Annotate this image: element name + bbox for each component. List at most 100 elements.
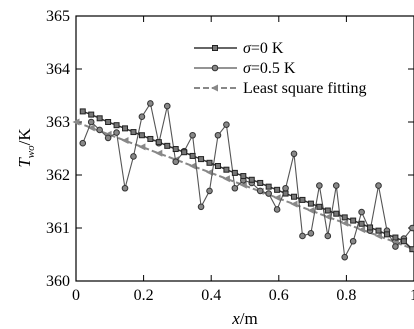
point-s1-28 — [316, 182, 323, 189]
x-tick-label-3: 0.6 — [269, 287, 289, 304]
point-s2-15 — [324, 213, 332, 221]
point-s2-1 — [87, 124, 95, 132]
point-s2-0 — [72, 118, 80, 126]
point-s1-33 — [358, 208, 365, 216]
point-s1-21 — [256, 187, 264, 195]
legend-label-2: Least square fitting — [243, 80, 367, 97]
point-s2-4 — [138, 143, 146, 151]
point-s2-13 — [290, 200, 298, 208]
y-axis-title: Two/K — [15, 128, 37, 168]
y-axis-title-group: Two/K — [15, 128, 37, 168]
point-s1-22 — [265, 190, 272, 197]
point-s0-0 — [79, 108, 86, 115]
point-s0-9 — [155, 139, 162, 146]
series-line-0 — [82, 110, 413, 250]
legend-marker-0 — [212, 45, 218, 51]
legend-item-1: σ=0.5 K — [194, 60, 296, 77]
point-s1-2 — [96, 126, 103, 134]
y-tick-label-3: 363 — [46, 114, 70, 131]
point-s1-29 — [324, 232, 332, 240]
x-tick-label-1: 0.2 — [134, 287, 154, 304]
y-tick-label-5: 365 — [46, 8, 70, 25]
point-s0-25 — [291, 193, 298, 200]
point-s0-3 — [105, 119, 112, 125]
point-s2-18 — [375, 232, 383, 240]
x-axis-unit: /m — [240, 309, 258, 328]
point-s1-15 — [206, 187, 213, 195]
legend-rest-0: =0 K — [251, 40, 284, 57]
point-s0-4 — [113, 122, 120, 129]
point-s0-8 — [147, 135, 154, 142]
point-s0-31 — [341, 214, 348, 221]
point-s2-7 — [189, 162, 197, 170]
point-s0-27 — [307, 200, 314, 207]
x-axis-title: x/m — [231, 309, 258, 328]
point-s1-11 — [172, 158, 180, 166]
legend-marker-1 — [211, 64, 219, 72]
point-s0-24 — [282, 190, 289, 197]
point-s0-32 — [350, 217, 357, 224]
point-s2-14 — [307, 207, 315, 215]
point-s0-12 — [181, 149, 188, 156]
point-s0-33 — [358, 220, 365, 227]
point-s0-13 — [189, 152, 196, 159]
point-s0-2 — [96, 115, 103, 122]
point-s1-30 — [332, 182, 340, 189]
y-tick-label-4: 364 — [46, 61, 70, 78]
point-s1-17 — [223, 121, 230, 128]
point-s0-22 — [265, 183, 272, 190]
point-s0-11 — [172, 146, 179, 153]
legend-var-0: σ — [243, 40, 252, 57]
y-tick-label-0: 360 — [46, 273, 70, 290]
point-s2-9 — [222, 175, 230, 183]
point-s0-18 — [231, 169, 238, 176]
point-s1-3 — [104, 134, 112, 142]
point-s0-29 — [324, 207, 331, 214]
point-s0-14 — [198, 156, 205, 163]
legend-marker-2 — [211, 84, 218, 92]
point-s0-38 — [400, 238, 407, 245]
y-axis-var: T — [15, 157, 34, 168]
point-s1-27 — [307, 230, 315, 237]
point-s2-10 — [239, 181, 247, 189]
point-s0-36 — [383, 231, 390, 238]
point-s0-19 — [240, 173, 247, 180]
y-axis-sub: wo — [25, 145, 37, 158]
series-line-2 — [75, 121, 413, 250]
point-s1-13 — [189, 131, 196, 139]
x-tick-label-5: 1 — [410, 287, 414, 304]
point-s0-26 — [299, 196, 306, 203]
point-s1-24 — [282, 184, 289, 192]
point-s1-6 — [130, 153, 137, 160]
point-s1-10 — [163, 102, 171, 110]
point-s0-1 — [88, 111, 95, 118]
point-s2-12 — [273, 194, 281, 202]
legend: σ=0 K σ=0.5 K Least square fitting — [194, 40, 367, 97]
point-s0-6 — [130, 129, 137, 136]
point-s0-35 — [375, 227, 382, 234]
point-s2-5 — [155, 149, 163, 157]
legend-var-1: σ — [243, 60, 252, 77]
point-s0-17 — [223, 166, 230, 173]
series-0 — [79, 108, 414, 253]
point-s0-7 — [138, 132, 145, 139]
point-s0-5 — [122, 125, 129, 132]
point-s0-28 — [316, 203, 323, 210]
legend-rest-1: =0.5 K — [251, 60, 296, 77]
point-s1-25 — [290, 150, 298, 158]
point-s0-20 — [248, 176, 255, 183]
point-s0-39 — [409, 246, 414, 253]
point-s0-34 — [367, 224, 374, 231]
point-s1-0 — [79, 139, 87, 147]
series-line-1 — [82, 101, 413, 260]
x-axis-var: x — [231, 309, 240, 328]
point-s0-15 — [206, 159, 213, 166]
point-s0-10 — [164, 142, 171, 149]
legend-label-1: σ=0.5 K — [243, 60, 296, 77]
point-s2-17 — [358, 226, 366, 234]
point-s1-8 — [147, 100, 154, 107]
series-layer — [72, 100, 414, 261]
point-s1-5 — [121, 184, 129, 192]
point-s1-39 — [409, 224, 414, 232]
